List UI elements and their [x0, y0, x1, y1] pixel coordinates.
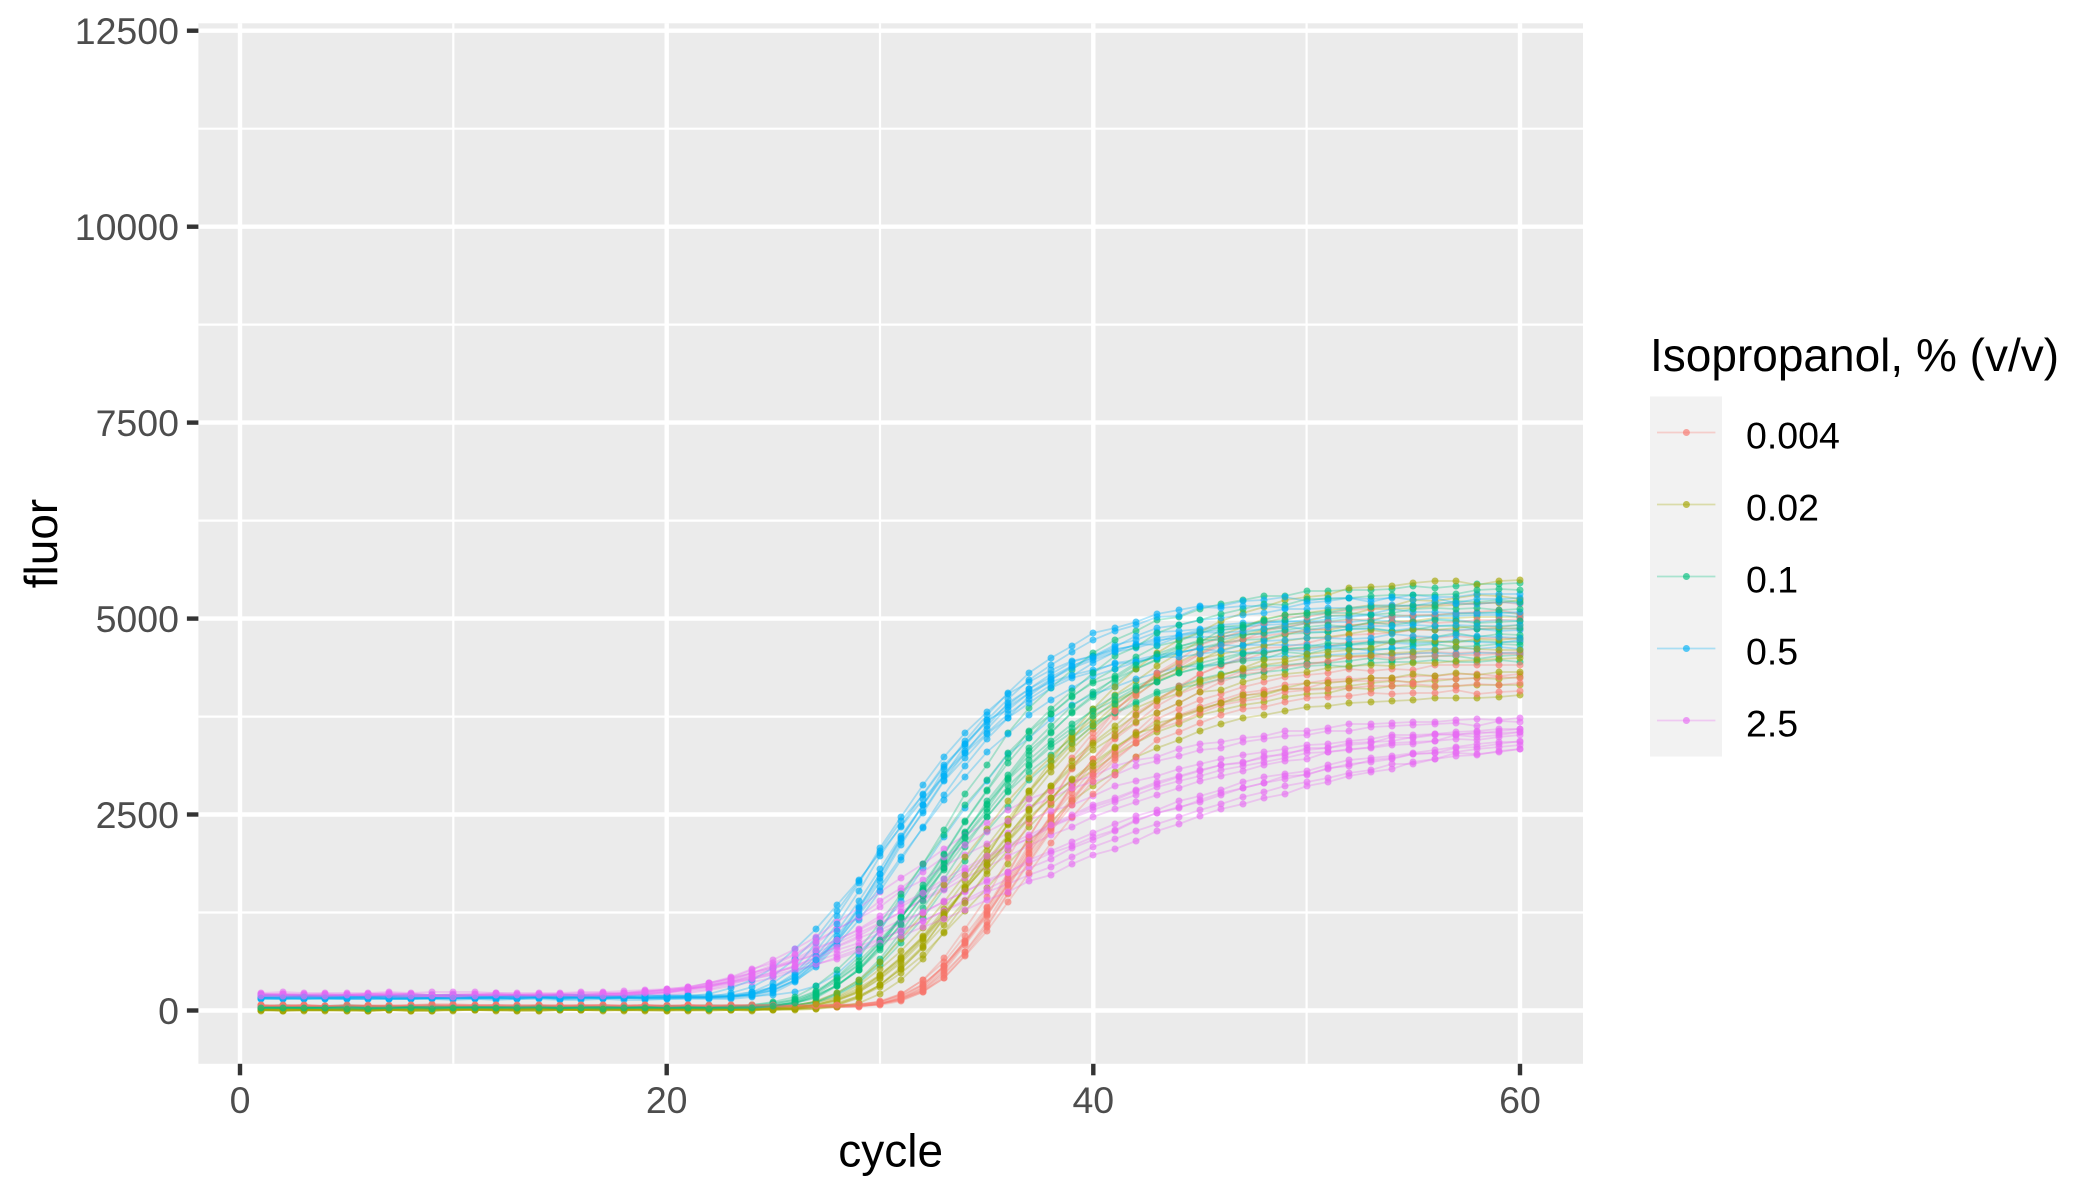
svg-text:2.5: 2.5 [1746, 703, 1798, 745]
svg-text:0.02: 0.02 [1746, 487, 1819, 529]
svg-text:0.004: 0.004 [1746, 415, 1840, 457]
svg-text:60: 60 [1499, 1079, 1541, 1121]
svg-text:2500: 2500 [96, 794, 179, 836]
svg-text:0: 0 [230, 1079, 251, 1121]
svg-text:cycle: cycle [838, 1125, 943, 1177]
svg-text:5000: 5000 [96, 598, 179, 640]
svg-text:Isopropanol, % (v/v): Isopropanol, % (v/v) [1650, 329, 2059, 381]
svg-text:12500: 12500 [75, 10, 179, 52]
svg-text:0.5: 0.5 [1746, 631, 1798, 673]
svg-text:0.1: 0.1 [1746, 559, 1798, 601]
svg-text:0: 0 [158, 990, 179, 1032]
svg-text:7500: 7500 [96, 402, 179, 444]
svg-text:fluor: fluor [15, 499, 67, 588]
svg-text:10000: 10000 [75, 206, 179, 248]
svg-text:40: 40 [1072, 1079, 1114, 1121]
svg-text:20: 20 [646, 1079, 688, 1121]
